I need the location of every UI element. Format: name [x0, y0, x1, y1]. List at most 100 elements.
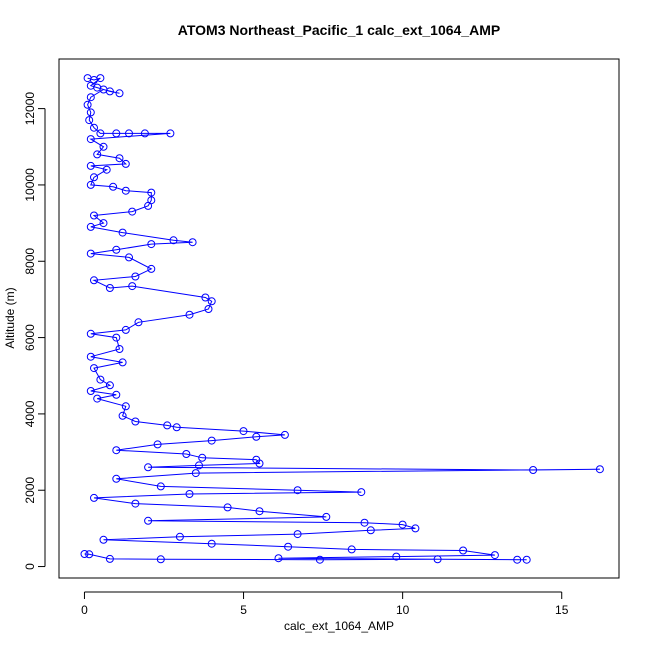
data-point	[255, 507, 264, 516]
y-tick-label: 6000	[23, 324, 37, 351]
x-tick-label: 15	[555, 603, 569, 617]
data-point	[86, 249, 95, 258]
data-point	[86, 329, 95, 338]
data-point	[99, 142, 108, 151]
data-point	[131, 272, 140, 281]
data-point	[112, 333, 121, 342]
data-point	[360, 518, 369, 527]
data-point	[80, 550, 89, 558]
data-point	[522, 555, 531, 564]
data-point	[86, 180, 95, 189]
data-point	[185, 310, 194, 319]
data-point	[223, 503, 232, 512]
data-point	[105, 284, 114, 292]
data-point	[96, 129, 105, 138]
data-point	[144, 516, 153, 525]
data-point	[163, 421, 172, 430]
data-point	[93, 150, 102, 159]
data-point	[156, 482, 165, 491]
data-point	[172, 423, 181, 432]
y-axis-label: Altitude (m)	[3, 287, 17, 348]
y-tick-label: 10000	[23, 168, 37, 202]
data-point	[153, 440, 162, 449]
data-point	[112, 390, 121, 399]
data-point	[99, 535, 108, 544]
data-point	[86, 135, 95, 144]
data-point	[252, 432, 261, 441]
data-point	[90, 123, 98, 132]
data-point	[99, 85, 108, 94]
y-tick-label: 12000	[23, 92, 37, 126]
data-point	[166, 129, 175, 138]
data-point	[175, 532, 184, 541]
plot-frame	[58, 58, 620, 579]
data-point	[274, 554, 283, 563]
data-point	[85, 550, 94, 559]
data-point	[99, 219, 108, 228]
y-tick-label: 8000	[23, 248, 37, 275]
data-point	[109, 182, 118, 191]
y-tick-label: 2000	[23, 477, 37, 504]
chart-title: ATOM3 Northeast_Pacific_1 calc_ext_1064_…	[178, 22, 500, 38]
data-point	[293, 530, 302, 539]
data-point	[490, 551, 499, 560]
y-tick-label: 0	[23, 563, 37, 570]
data-point	[86, 387, 95, 395]
data-point	[121, 159, 130, 168]
data-point	[322, 512, 331, 521]
data-point	[459, 546, 468, 555]
data-point	[347, 545, 356, 554]
data-point	[128, 282, 137, 291]
data-point	[121, 186, 130, 195]
data-point	[357, 488, 366, 497]
data-point	[255, 459, 264, 468]
data-point	[90, 276, 98, 285]
data-point	[169, 236, 178, 245]
data-point	[147, 240, 156, 249]
data-point	[86, 108, 95, 117]
data-point	[182, 450, 191, 458]
data-point	[96, 375, 105, 384]
data-point	[128, 207, 137, 216]
data-point	[90, 493, 98, 502]
x-tick-label: 5	[240, 603, 247, 617]
data-point	[86, 352, 95, 361]
data-point	[131, 417, 140, 426]
data-point	[398, 520, 407, 529]
data-point	[513, 555, 522, 564]
data-point	[280, 430, 289, 439]
series-line	[84, 77, 600, 561]
data-point	[147, 188, 156, 197]
x-tick-label: 0	[81, 603, 88, 617]
data-point	[115, 345, 124, 353]
data-point	[115, 89, 124, 98]
data-point	[86, 93, 95, 102]
data-point	[207, 297, 216, 306]
data-point	[144, 463, 153, 472]
data-point	[112, 129, 121, 138]
data-point	[595, 465, 604, 474]
data-point	[83, 100, 92, 109]
y-tick-label: 4000	[23, 400, 37, 427]
data-point	[529, 466, 538, 474]
data-point	[118, 228, 127, 237]
data-point	[131, 499, 140, 508]
data-point	[125, 129, 133, 138]
data-point	[315, 555, 324, 564]
data-point	[411, 524, 420, 533]
data-point	[195, 461, 203, 470]
data-point	[118, 358, 127, 367]
data-point	[284, 542, 293, 551]
data-point	[118, 411, 127, 420]
data-point	[121, 325, 130, 334]
data-point	[134, 318, 143, 327]
data-point	[140, 129, 149, 138]
data-point	[86, 222, 95, 231]
data-point	[86, 161, 95, 170]
data-point	[198, 453, 207, 462]
data-point	[105, 554, 114, 563]
data-point	[147, 264, 156, 273]
data-point	[85, 116, 94, 125]
data-point	[112, 446, 121, 455]
data-point	[293, 486, 302, 495]
